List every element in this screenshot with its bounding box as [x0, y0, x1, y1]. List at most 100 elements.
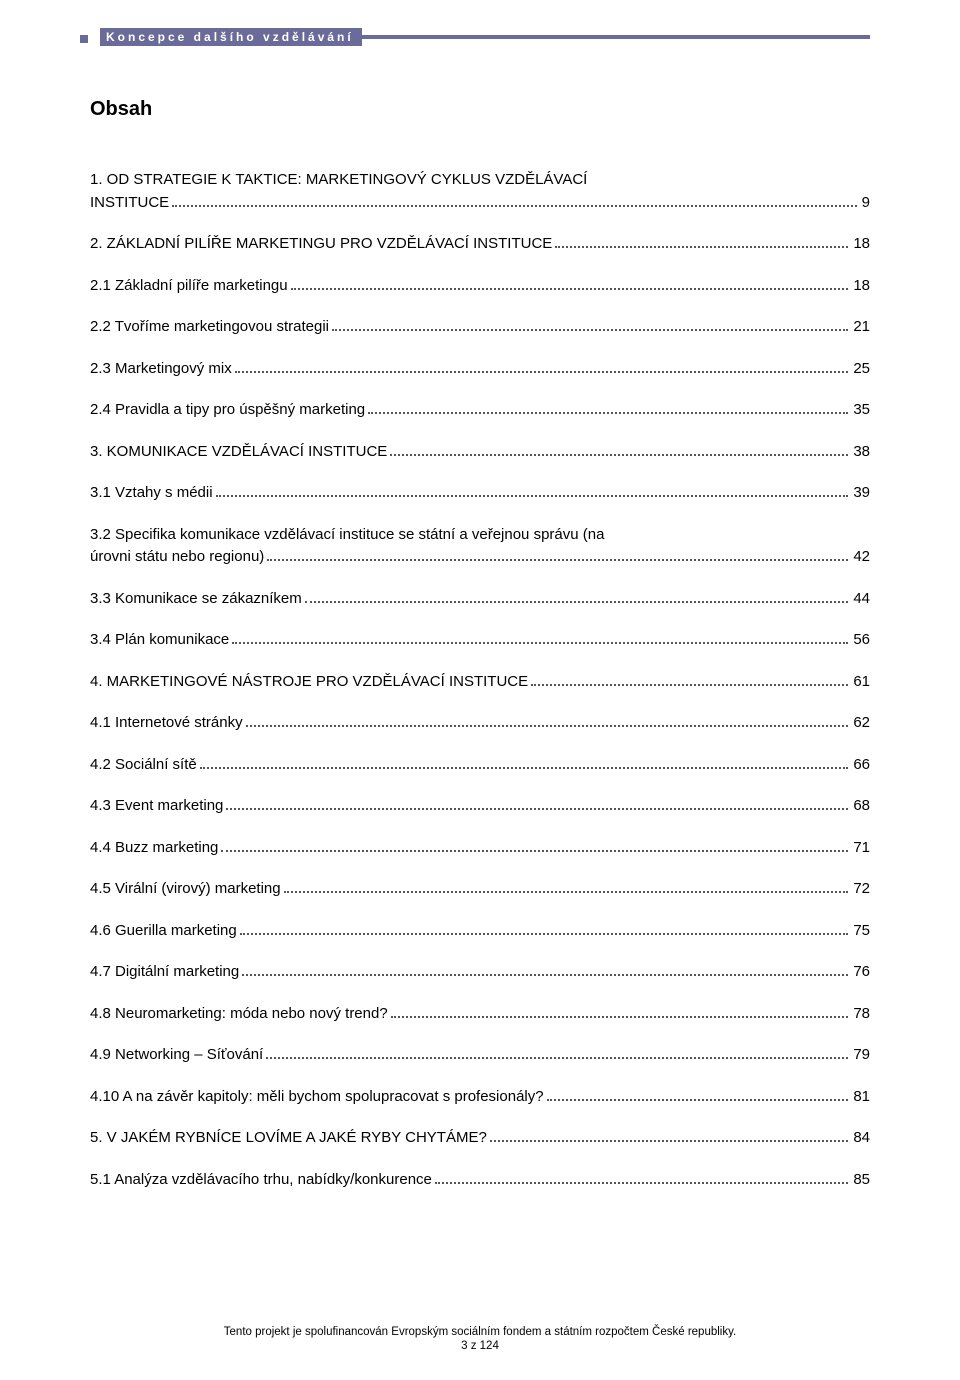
toc-leader	[267, 548, 848, 562]
toc-label: 3.1 Vztahy s médii	[90, 482, 213, 505]
toc-page-number: 21	[851, 316, 870, 339]
footer-line-1: Tento projekt je spolufinancován Evropsk…	[0, 1326, 960, 1338]
toc-entry: 4. MARKETINGOVÉ NÁSTROJE PRO VZDĚLÁVACÍ …	[90, 671, 870, 694]
toc-page-number: 84	[851, 1127, 870, 1150]
toc-leader	[232, 631, 848, 645]
toc-leader	[200, 755, 849, 769]
header-rule	[362, 35, 870, 39]
toc-entry: 2.2 Tvoříme marketingovou strategii 21	[90, 316, 870, 339]
toc-entry: 2.1 Základní pilíře marketingu 18	[90, 275, 870, 298]
toc-label: úrovni státu nebo regionu)	[90, 546, 264, 569]
toc-page-number: 39	[851, 482, 870, 505]
toc-entry: 4.2 Sociální sítě 66	[90, 754, 870, 777]
toc-leader	[291, 276, 849, 290]
toc-entry: 5.1 Analýza vzdělávacího trhu, nabídky/k…	[90, 1169, 870, 1192]
toc-entry: 3. KOMUNIKACE VZDĚLÁVACÍ INSTITUCE 38	[90, 441, 870, 464]
toc-label: 4.9 Networking – Síťování	[90, 1044, 263, 1067]
toc-label: 4.4 Buzz marketing	[90, 837, 218, 860]
toc-page-number: 68	[851, 795, 870, 818]
toc-leader	[490, 1129, 849, 1143]
toc-page-number: 18	[851, 275, 870, 298]
toc-leader	[266, 1046, 848, 1060]
toc-leader	[547, 1087, 849, 1101]
toc-page-number: 85	[851, 1169, 870, 1192]
toc-entry: 5. V JAKÉM RYBNÍCE LOVÍME A JAKÉ RYBY CH…	[90, 1127, 870, 1150]
toc-label: 3.4 Plán komunikace	[90, 629, 229, 652]
toc-leader	[284, 880, 849, 894]
toc-entry: 4.5 Virální (virový) marketing 72	[90, 878, 870, 901]
toc-label: 2.1 Základní pilíře marketingu	[90, 275, 288, 298]
toc-entry: 2. ZÁKLADNÍ PILÍŘE MARKETINGU PRO VZDĚLÁ…	[90, 233, 870, 256]
toc-page-number: 62	[851, 712, 870, 735]
toc-label: 4.2 Sociální sítě	[90, 754, 197, 777]
toc-leader	[221, 838, 848, 852]
toc-page-number: 38	[851, 441, 870, 464]
header-title: Koncepce dalšího vzdělávání	[100, 28, 362, 46]
page-header: Koncepce dalšího vzdělávání	[90, 28, 870, 48]
toc-page-number: 9	[860, 192, 870, 215]
toc-leader	[246, 714, 849, 728]
toc-entry: 4.7 Digitální marketing 76	[90, 961, 870, 984]
toc-entry: 1. OD STRATEGIE K TAKTICE: MARKETINGOVÝ …	[90, 169, 870, 214]
toc-label: 4.3 Event marketing	[90, 795, 223, 818]
toc-leader	[332, 318, 848, 332]
document-page: Koncepce dalšího vzdělávání Obsah 1. OD …	[0, 0, 960, 1380]
toc-entry: 3.2 Specifika komunikace vzdělávací inst…	[90, 524, 870, 569]
toc-leader	[235, 359, 849, 373]
toc-page-number: 72	[851, 878, 870, 901]
toc-page-number: 61	[851, 671, 870, 694]
toc-entry: 3.4 Plán komunikace 56	[90, 629, 870, 652]
toc-entry: 4.10 A na závěr kapitoly: měli bychom sp…	[90, 1086, 870, 1109]
toc-leader	[368, 401, 848, 415]
toc-label: 4. MARKETINGOVÉ NÁSTROJE PRO VZDĚLÁVACÍ …	[90, 671, 528, 694]
toc-entry: 4.1 Internetové stránky 62	[90, 712, 870, 735]
toc-label: 3.2 Specifika komunikace vzdělávací inst…	[90, 524, 604, 547]
toc-entry: 3.3 Komunikace se zákazníkem 44	[90, 588, 870, 611]
page-title: Obsah	[90, 98, 870, 121]
toc-label: 4.7 Digitální marketing	[90, 961, 239, 984]
toc-label: INSTITUCE	[90, 192, 169, 215]
toc-label: 2.4 Pravidla a tipy pro úspěšný marketin…	[90, 399, 365, 422]
toc-leader	[435, 1170, 848, 1184]
toc-entry: 4.9 Networking – Síťování 79	[90, 1044, 870, 1067]
toc-page-number: 76	[851, 961, 870, 984]
toc-leader	[216, 484, 849, 498]
toc-label: 4.1 Internetové stránky	[90, 712, 243, 735]
toc-label: 4.10 A na závěr kapitoly: měli bychom sp…	[90, 1086, 544, 1109]
header-square-icon	[80, 35, 88, 43]
toc-leader	[391, 1004, 849, 1018]
toc-page-number: 71	[851, 837, 870, 860]
toc-leader	[242, 963, 848, 977]
toc-leader	[240, 921, 849, 935]
toc-page-number: 56	[851, 629, 870, 652]
toc-label: 5. V JAKÉM RYBNÍCE LOVÍME A JAKÉ RYBY CH…	[90, 1127, 487, 1150]
toc-page-number: 44	[851, 588, 870, 611]
toc-page-number: 66	[851, 754, 870, 777]
toc-label: 3.3 Komunikace se zákazníkem	[90, 588, 302, 611]
toc-entry: 4.3 Event marketing 68	[90, 795, 870, 818]
toc-entry: 2.3 Marketingový mix 25	[90, 358, 870, 381]
toc-page-number: 25	[851, 358, 870, 381]
toc-leader	[172, 193, 856, 207]
toc-page-number: 75	[851, 920, 870, 943]
toc-label: 2. ZÁKLADNÍ PILÍŘE MARKETINGU PRO VZDĚLÁ…	[90, 233, 552, 256]
toc-leader	[555, 235, 848, 249]
toc-label: 3. KOMUNIKACE VZDĚLÁVACÍ INSTITUCE	[90, 441, 387, 464]
toc-entry: 4.6 Guerilla marketing 75	[90, 920, 870, 943]
toc-page-number: 81	[851, 1086, 870, 1109]
toc-label: 1. OD STRATEGIE K TAKTICE: MARKETINGOVÝ …	[90, 169, 587, 192]
toc-entry: 4.8 Neuromarketing: móda nebo nový trend…	[90, 1003, 870, 1026]
toc-leader	[390, 442, 848, 456]
toc-label: 4.5 Virální (virový) marketing	[90, 878, 281, 901]
toc-entry: 3.1 Vztahy s médii 39	[90, 482, 870, 505]
toc-label: 4.6 Guerilla marketing	[90, 920, 237, 943]
page-footer: Tento projekt je spolufinancován Evropsk…	[0, 1326, 960, 1352]
toc-page-number: 79	[851, 1044, 870, 1067]
toc-label: 2.2 Tvoříme marketingovou strategii	[90, 316, 329, 339]
toc-label: 5.1 Analýza vzdělávacího trhu, nabídky/k…	[90, 1169, 432, 1192]
toc-leader	[226, 797, 848, 811]
toc-entry: 2.4 Pravidla a tipy pro úspěšný marketin…	[90, 399, 870, 422]
toc-leader	[531, 672, 848, 686]
toc-page-number: 42	[851, 546, 870, 569]
toc-page-number: 35	[851, 399, 870, 422]
